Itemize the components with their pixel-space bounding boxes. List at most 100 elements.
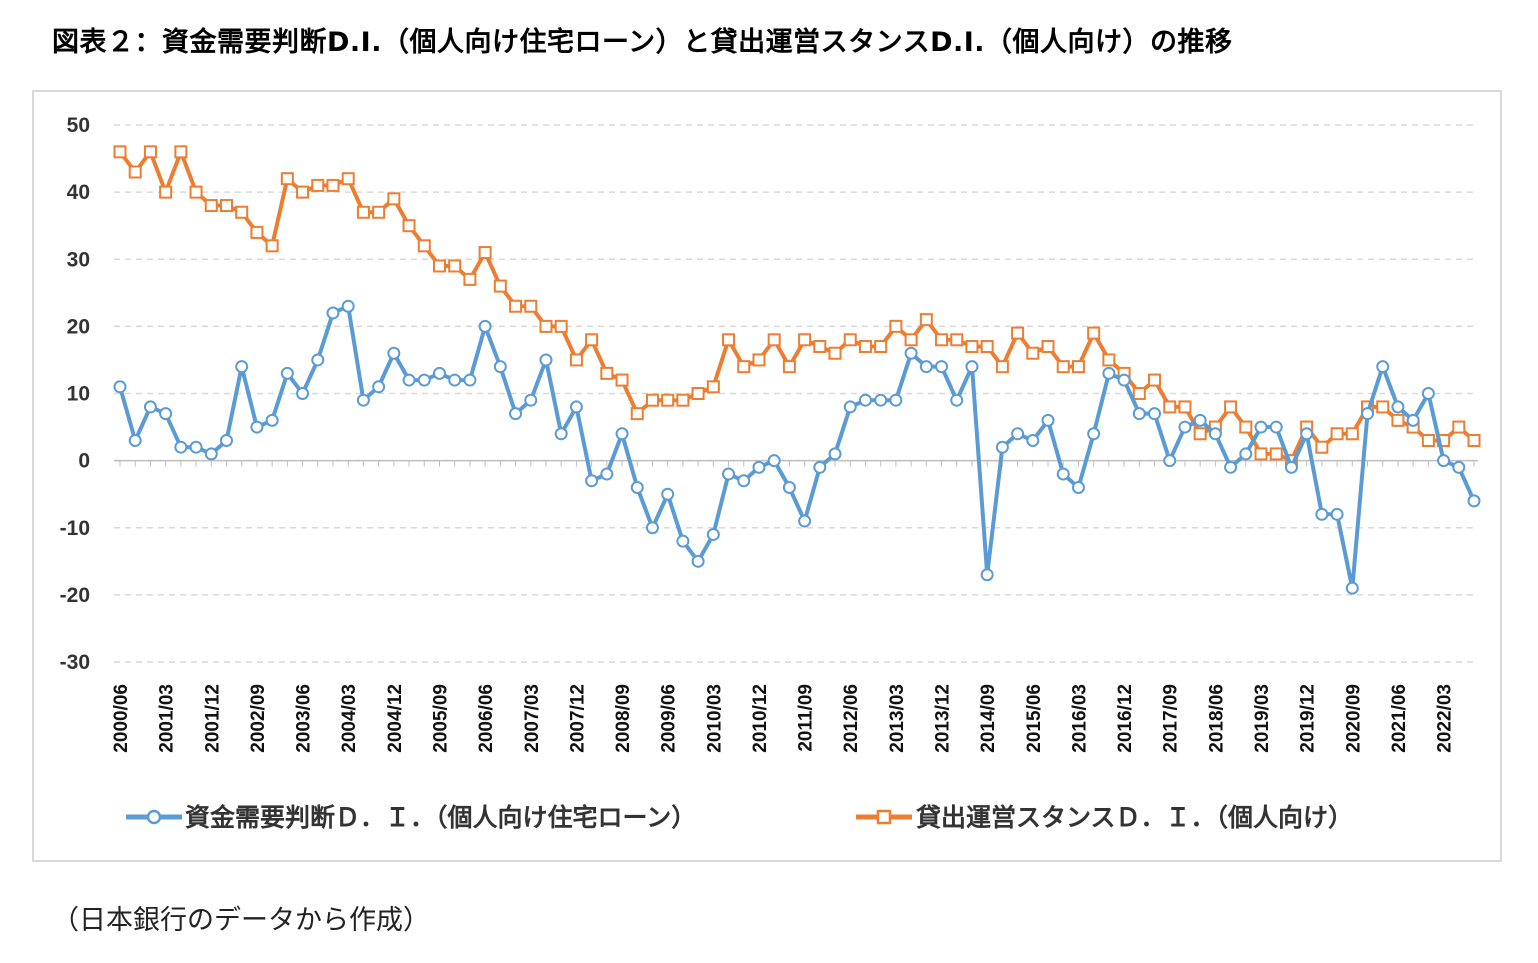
data-point — [691, 387, 705, 400]
data-point — [752, 460, 766, 474]
data-point — [1132, 407, 1146, 421]
chart-title: 図表２：資金需要判断D.I.（個人向け住宅ローン）と貸出運営スタンスD.I.（個… — [52, 27, 1233, 58]
data-point — [296, 185, 310, 199]
data-point — [311, 353, 325, 367]
data-point — [311, 178, 325, 192]
data-point — [143, 145, 157, 159]
data-point — [250, 420, 264, 434]
data-point — [950, 393, 964, 407]
y-tick-label: -20 — [60, 584, 90, 607]
data-point — [858, 340, 872, 354]
data-point — [448, 259, 462, 273]
data-point — [950, 333, 964, 347]
data-point — [1452, 420, 1466, 434]
x-tick-label: 2011/09 — [796, 684, 817, 752]
data-point — [645, 393, 659, 407]
data-point — [539, 319, 553, 333]
data-point — [767, 454, 781, 468]
x-tick-label: 2004/03 — [339, 684, 360, 753]
data-point — [843, 333, 857, 347]
data-point — [1193, 427, 1207, 441]
data-point — [828, 346, 842, 360]
data-point — [174, 145, 188, 159]
data-point — [1208, 427, 1222, 441]
data-point — [676, 534, 690, 548]
y-axis-ticks: 50 40 30 20 10 0 -10 -20 -30 — [60, 114, 90, 674]
y-tick-label: 20 — [67, 315, 90, 338]
x-tick-label: 2019/12 — [1298, 684, 1319, 753]
data-point — [524, 299, 538, 313]
x-tick-label: 2015/06 — [1024, 684, 1045, 753]
data-point — [1132, 387, 1146, 400]
data-point — [509, 299, 523, 313]
x-tick-label: 2020/09 — [1343, 684, 1364, 753]
data-point — [1026, 346, 1040, 360]
data-point — [387, 192, 401, 206]
data-point — [965, 360, 979, 374]
data-point — [874, 340, 888, 354]
series-line — [118, 149, 1476, 463]
data-point — [995, 360, 1009, 374]
data-point — [219, 433, 233, 447]
series-demand-di — [113, 299, 1481, 595]
data-point — [1361, 407, 1375, 421]
data-point — [813, 460, 827, 474]
data-point — [326, 178, 340, 192]
data-point — [965, 340, 979, 354]
data-point — [235, 360, 249, 374]
data-point — [1117, 373, 1131, 387]
data-point — [1071, 480, 1085, 494]
data-point — [782, 480, 796, 494]
data-point — [1376, 360, 1390, 374]
data-point — [1011, 427, 1025, 441]
legend-item-demand-di: 資金需要判断Ｄ．Ｉ．（個人向け住宅ローン） — [126, 803, 696, 832]
data-point — [691, 554, 705, 568]
data-point — [174, 440, 188, 454]
data-point — [554, 319, 568, 333]
data-point — [1056, 360, 1070, 374]
data-point — [828, 447, 842, 461]
data-point — [463, 272, 477, 286]
data-point — [919, 313, 933, 327]
data-point — [661, 393, 675, 407]
x-tick-label: 2017/09 — [1161, 684, 1182, 753]
x-tick-label: 2016/12 — [1115, 684, 1136, 753]
data-point — [935, 333, 949, 347]
x-tick-label: 2007/03 — [522, 684, 543, 753]
data-point — [1056, 467, 1070, 481]
x-tick-label: 2004/12 — [385, 684, 406, 753]
data-point — [356, 393, 370, 407]
data-point — [676, 393, 690, 407]
x-tick-label: 2010/12 — [750, 684, 771, 753]
x-tick-label: 2018/06 — [1206, 684, 1227, 753]
data-point — [1284, 460, 1298, 474]
data-point — [280, 172, 294, 186]
data-point — [1345, 427, 1359, 441]
data-point — [143, 400, 157, 414]
data-point — [1254, 447, 1268, 461]
x-tick-label: 2019/03 — [1252, 684, 1273, 753]
data-point — [554, 427, 568, 441]
data-point — [1224, 460, 1238, 474]
data-point — [585, 474, 599, 488]
data-point — [706, 380, 720, 394]
data-point — [874, 393, 888, 407]
data-point — [326, 306, 340, 320]
data-point — [128, 433, 142, 447]
data-point — [1026, 433, 1040, 447]
data-point — [265, 239, 279, 253]
data-point — [280, 366, 294, 380]
data-point — [204, 447, 218, 461]
x-tick-label: 2013/03 — [887, 684, 908, 753]
data-point — [737, 360, 751, 374]
grid-lines — [114, 124, 1478, 663]
data-point — [448, 373, 462, 387]
source-note: （日本銀行のデータから作成） — [52, 905, 430, 936]
data-point — [1178, 420, 1192, 434]
data-point — [1087, 326, 1101, 340]
x-tick-label: 2021/06 — [1389, 684, 1410, 753]
data-point — [463, 373, 477, 387]
y-tick-label: 40 — [67, 181, 90, 204]
data-point — [935, 360, 949, 374]
x-tick-label: 2003/06 — [294, 684, 315, 753]
